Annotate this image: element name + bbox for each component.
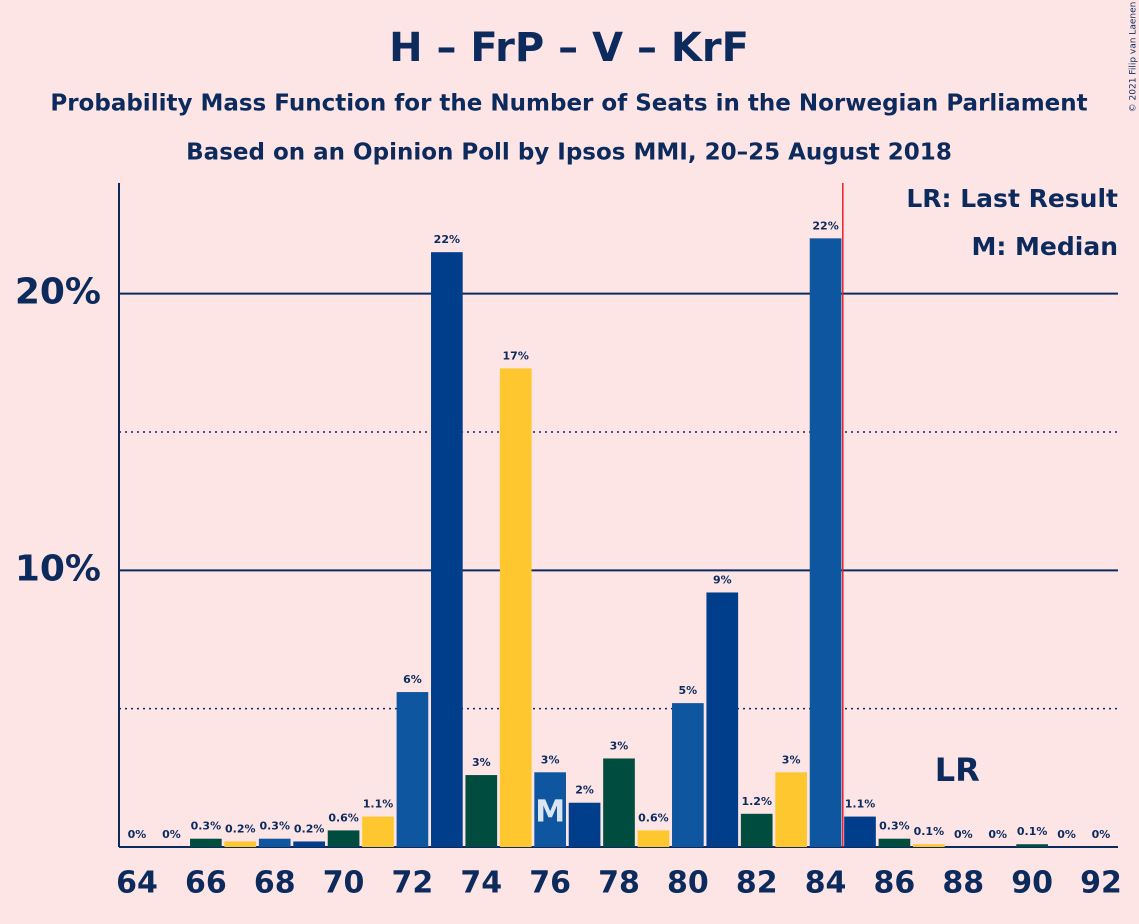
value-label: 0.2% <box>294 822 325 835</box>
value-label: 0.3% <box>191 820 222 833</box>
x-tick-label: 92 <box>1080 866 1122 901</box>
value-label: 0% <box>954 828 973 841</box>
value-label: 3% <box>610 739 629 752</box>
value-label: 0% <box>1057 828 1076 841</box>
chart-subtitle: Probability Mass Function for the Number… <box>50 91 1087 117</box>
x-tick-label: 84 <box>805 866 847 901</box>
x-tick-label: 88 <box>942 866 984 901</box>
bar <box>740 813 773 847</box>
chart-subtitle: Based on an Opinion Poll by Ipsos MMI, 2… <box>186 140 952 166</box>
value-label: 3% <box>782 753 801 766</box>
x-tick-label: 90 <box>1011 866 1053 901</box>
x-tick-label: 86 <box>874 866 916 901</box>
value-label: 9% <box>713 573 732 586</box>
value-label: 0.1% <box>914 825 945 838</box>
legend-entry: LR: Last Result <box>906 184 1118 213</box>
bar <box>568 802 601 847</box>
bar <box>258 838 291 847</box>
bar <box>224 841 257 847</box>
bar <box>878 838 911 847</box>
value-label: 0% <box>128 828 147 841</box>
bar <box>1016 844 1048 847</box>
value-label: 2% <box>575 784 594 797</box>
bar <box>465 775 498 847</box>
value-label: 17% <box>503 349 529 362</box>
value-label: 22% <box>434 233 460 246</box>
bar <box>396 692 429 847</box>
value-label: 0% <box>988 828 1007 841</box>
x-tick-label: 66 <box>185 866 227 901</box>
bar <box>809 238 842 848</box>
bar <box>706 592 739 847</box>
y-tick-label: 10% <box>15 548 101 589</box>
value-label: 22% <box>812 219 838 232</box>
x-tick-label: 70 <box>323 866 365 901</box>
bar <box>190 838 222 847</box>
value-label: 5% <box>679 684 698 697</box>
value-label: 0% <box>162 828 181 841</box>
value-label: 1.1% <box>363 798 394 811</box>
bar <box>362 816 394 847</box>
value-label: 6% <box>403 673 422 686</box>
value-label: 0.6% <box>638 811 669 824</box>
bar <box>534 772 566 847</box>
legend-entry: M: Median <box>971 232 1118 261</box>
value-label: 0.3% <box>259 820 290 833</box>
bar <box>499 368 532 847</box>
bar <box>327 830 360 847</box>
value-label: 3% <box>472 756 491 769</box>
y-tick-label: 20% <box>15 272 101 313</box>
bar <box>775 772 807 847</box>
bar <box>844 816 876 847</box>
bar <box>913 844 945 847</box>
x-tick-label: 78 <box>598 866 640 901</box>
bar <box>603 758 635 847</box>
x-tick-label: 76 <box>529 866 571 901</box>
last-result-marker: LR <box>935 751 980 789</box>
median-marker: M <box>535 795 565 830</box>
bar <box>672 703 704 847</box>
bar <box>637 830 670 847</box>
x-tick-label: 82 <box>736 866 778 901</box>
x-tick-label: 72 <box>392 866 434 901</box>
value-label: 0.6% <box>328 811 359 824</box>
bar <box>431 252 463 847</box>
value-label: 0% <box>1092 828 1111 841</box>
copyright: © 2021 Filip van Laenen <box>1129 2 1139 113</box>
x-tick-label: 64 <box>116 866 158 901</box>
x-tick-label: 68 <box>254 866 296 901</box>
value-label: 1.2% <box>741 795 772 808</box>
value-label: 1.1% <box>845 798 876 811</box>
bar <box>293 841 325 847</box>
x-tick-label: 74 <box>460 866 502 901</box>
x-tick-label: 80 <box>667 866 709 901</box>
value-label: 0.1% <box>1017 825 1048 838</box>
chart-title: H – FrP – V – KrF <box>389 25 749 71</box>
value-label: 3% <box>541 753 560 766</box>
value-label: 0.2% <box>225 822 256 835</box>
value-label: 0.3% <box>879 820 910 833</box>
